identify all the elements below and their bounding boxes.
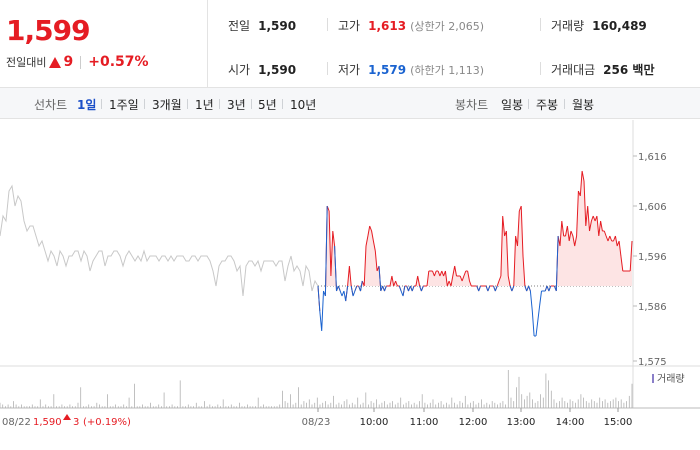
period-3y-button[interactable]: 3년: [227, 98, 246, 112]
prev-day-percent-label: (+0.19%): [83, 417, 131, 428]
high-value: 1,613: [368, 19, 407, 33]
time-tick-label: 14:00: [556, 417, 585, 428]
up-triangle-icon: [63, 414, 71, 420]
high-cell: 고가 1,613 (상한가 2,065): [338, 17, 484, 34]
period-5y-button[interactable]: 5년: [258, 98, 277, 112]
period-1w-button[interactable]: 1주일: [109, 98, 139, 112]
time-tick-label: 15:00: [604, 417, 633, 428]
divider: [219, 99, 220, 109]
low-cell: 저가 1,579 (하한가 1,113): [338, 61, 484, 78]
today-down-price-line: [317, 205, 559, 337]
divider: [187, 99, 188, 109]
time-tick-label: 10:00: [360, 417, 389, 428]
amount-value: 256 백만: [603, 63, 655, 77]
divider: [144, 99, 145, 109]
time-tick-label: 08/23: [302, 417, 331, 428]
upper-limit: (상한가 2,065): [410, 20, 484, 33]
chart-toolbar: 선차트 1일 1주일 3개월 1년 3년 5년 10년 봉차트 일봉 주봉 월봉: [0, 88, 700, 119]
divider: [327, 62, 328, 75]
y-tick-label: 1,596: [638, 252, 667, 263]
y-tick-label: 1,606: [638, 202, 667, 213]
prev-close-cell: 전일 1,590: [228, 17, 296, 34]
prev-day-date-label: 08/22: [2, 417, 31, 428]
price-box: 1,599 전일대비 9 +0.57%: [0, 0, 208, 88]
period-1y-button[interactable]: 1년: [195, 98, 214, 112]
prev-close-value: 1,590: [258, 19, 297, 33]
time-tick-label: 13:00: [507, 417, 536, 428]
period-10y-button[interactable]: 10년: [290, 98, 317, 112]
change-label: 전일대비: [6, 56, 47, 69]
line-chart-label: 선차트: [34, 98, 68, 112]
y-tick-label: 1,575: [638, 357, 667, 368]
daily-candle-button[interactable]: 일봉: [501, 98, 524, 112]
period-1d-button[interactable]: 1일: [77, 98, 97, 112]
divider: [540, 18, 541, 31]
current-price: 1,599: [6, 14, 91, 47]
volume-legend-label: 거래량: [657, 373, 685, 385]
open-cell: 시가 1,590: [228, 61, 296, 78]
up-area-fill: [318, 171, 632, 286]
divider: [528, 99, 529, 109]
divider: [101, 99, 102, 109]
time-tick-label: 11:00: [410, 417, 439, 428]
lower-limit: (하한가 1,113): [410, 64, 484, 77]
volume-label: 거래량: [551, 19, 585, 33]
change-row: 전일대비 9 +0.57%: [6, 54, 149, 70]
divider: [327, 18, 328, 31]
y-tick-label: 1,616: [638, 152, 667, 163]
volume-value: 160,489: [592, 19, 647, 33]
low-label: 저가: [338, 63, 361, 77]
volume-cell: 거래량 160,489: [551, 17, 647, 34]
prev-close-label: 전일: [228, 19, 251, 33]
change-value: 9: [63, 54, 74, 70]
prev-day-change-label: 3: [73, 417, 79, 428]
monthly-candle-button[interactable]: 월봉: [572, 98, 595, 112]
change-percent: +0.57%: [88, 54, 149, 70]
open-label: 시가: [228, 63, 251, 77]
amount-cell: 거래대금 256 백만: [551, 61, 654, 78]
quote-header: 1,599 전일대비 9 +0.57% 전일 1,590 고가 1,613 (상한가 …: [0, 0, 700, 88]
y-tick-label: 1,586: [638, 302, 667, 313]
divider: [282, 99, 283, 109]
up-triangle-icon: [49, 56, 62, 68]
open-value: 1,590: [258, 63, 297, 77]
divider: [80, 55, 82, 69]
divider: [251, 99, 252, 109]
divider: [540, 62, 541, 75]
prev-day-price-line: [0, 184, 319, 297]
time-tick-label: 12:00: [459, 417, 488, 428]
amount-label: 거래대금: [551, 63, 596, 77]
period-3m-button[interactable]: 3개월: [152, 98, 182, 112]
volume-legend-swatch: [652, 374, 654, 383]
high-label: 고가: [338, 19, 361, 33]
weekly-candle-button[interactable]: 주봉: [536, 98, 559, 112]
divider: [564, 99, 565, 109]
candle-chart-label: 봉차트: [455, 98, 489, 112]
prev-day-price-label: 1,590: [33, 417, 62, 428]
low-value: 1,579: [368, 63, 407, 77]
